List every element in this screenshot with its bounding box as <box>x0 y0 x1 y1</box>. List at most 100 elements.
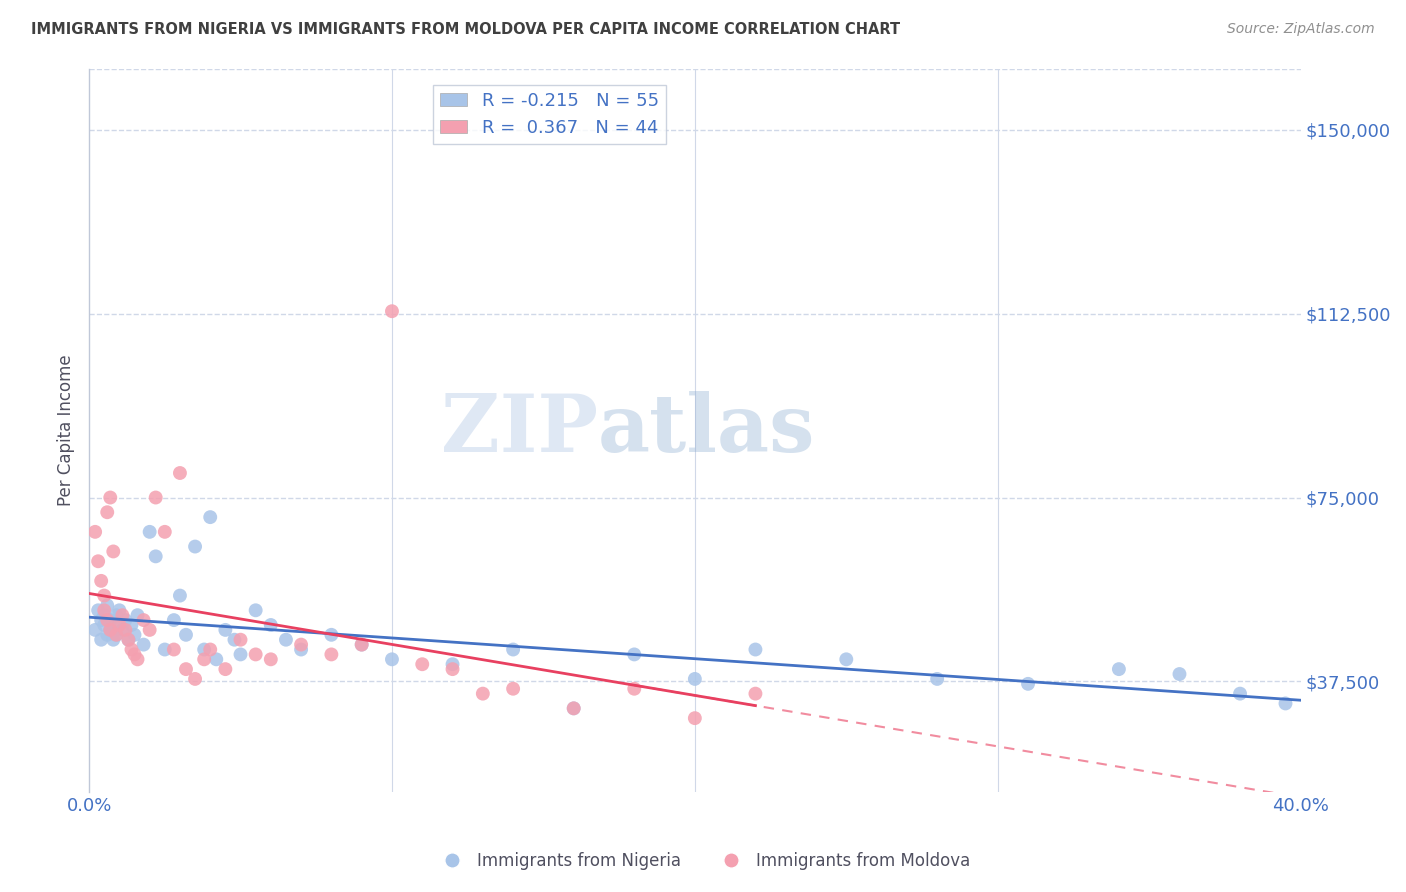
Point <box>132 613 155 627</box>
Point <box>835 652 858 666</box>
Point <box>138 524 160 539</box>
Point <box>103 544 125 558</box>
Point <box>205 652 228 666</box>
Point <box>90 632 112 647</box>
Point <box>744 642 766 657</box>
Point <box>927 672 949 686</box>
Point <box>84 623 107 637</box>
Point <box>103 632 125 647</box>
Point <box>93 603 115 617</box>
Point <box>90 574 112 588</box>
Point <box>1229 687 1251 701</box>
Point <box>145 549 167 564</box>
Point <box>1108 662 1130 676</box>
Point <box>114 613 136 627</box>
Point <box>441 662 464 676</box>
Point <box>169 466 191 480</box>
Point <box>245 603 267 617</box>
Point <box>96 505 118 519</box>
Point <box>90 613 112 627</box>
Point <box>96 628 118 642</box>
Text: atlas: atlas <box>598 391 815 469</box>
Point <box>174 628 197 642</box>
Point <box>111 623 134 637</box>
Point <box>121 618 143 632</box>
Point <box>93 589 115 603</box>
Point <box>1017 677 1039 691</box>
Point <box>84 524 107 539</box>
Point <box>98 623 121 637</box>
Point <box>623 681 645 696</box>
Point <box>127 608 149 623</box>
Text: Source: ZipAtlas.com: Source: ZipAtlas.com <box>1227 22 1375 37</box>
Point <box>683 672 706 686</box>
Point <box>290 642 312 657</box>
Point <box>260 618 283 632</box>
Point <box>321 648 343 662</box>
Point <box>744 687 766 701</box>
Point <box>321 628 343 642</box>
Point <box>105 628 128 642</box>
Text: ZIP: ZIP <box>441 391 598 469</box>
Point <box>1168 667 1191 681</box>
Point <box>562 701 585 715</box>
Point <box>124 648 146 662</box>
Point <box>441 657 464 672</box>
Point <box>153 524 176 539</box>
Point <box>114 623 136 637</box>
Point <box>1274 697 1296 711</box>
Point <box>103 618 125 632</box>
Point <box>111 608 134 623</box>
Point <box>153 642 176 657</box>
Point <box>502 642 524 657</box>
Point <box>163 613 186 627</box>
Point <box>121 642 143 657</box>
Point <box>200 642 222 657</box>
Point <box>98 491 121 505</box>
Legend: Immigrants from Nigeria, Immigrants from Moldova: Immigrants from Nigeria, Immigrants from… <box>429 845 977 877</box>
Point <box>108 618 131 632</box>
Y-axis label: Per Capita Income: Per Capita Income <box>58 354 75 506</box>
Point <box>184 672 207 686</box>
Point <box>274 632 297 647</box>
Point <box>174 662 197 676</box>
Point <box>138 623 160 637</box>
Point <box>229 648 252 662</box>
Point <box>381 652 404 666</box>
Point <box>471 687 494 701</box>
Point <box>87 603 110 617</box>
Point <box>127 652 149 666</box>
Point <box>124 628 146 642</box>
Point <box>350 638 373 652</box>
Point <box>260 652 283 666</box>
Point <box>224 632 246 647</box>
Point <box>381 304 404 318</box>
Point <box>132 638 155 652</box>
Point <box>200 510 222 524</box>
Point <box>108 603 131 617</box>
Point <box>350 638 373 652</box>
Point <box>193 642 215 657</box>
Point <box>96 599 118 613</box>
Point <box>163 642 186 657</box>
Point <box>245 648 267 662</box>
Point <box>117 632 139 647</box>
Point <box>98 613 121 627</box>
Point <box>169 589 191 603</box>
Point <box>214 662 236 676</box>
Point <box>214 623 236 637</box>
Legend: R = -0.215   N = 55, R =  0.367   N = 44: R = -0.215 N = 55, R = 0.367 N = 44 <box>433 85 666 145</box>
Point <box>145 491 167 505</box>
Point <box>411 657 433 672</box>
Point <box>683 711 706 725</box>
Point <box>98 623 121 637</box>
Point <box>117 632 139 647</box>
Point <box>502 681 524 696</box>
Point <box>623 648 645 662</box>
Point <box>229 632 252 647</box>
Point <box>93 608 115 623</box>
Point <box>87 554 110 568</box>
Point <box>93 618 115 632</box>
Point <box>105 628 128 642</box>
Point <box>290 638 312 652</box>
